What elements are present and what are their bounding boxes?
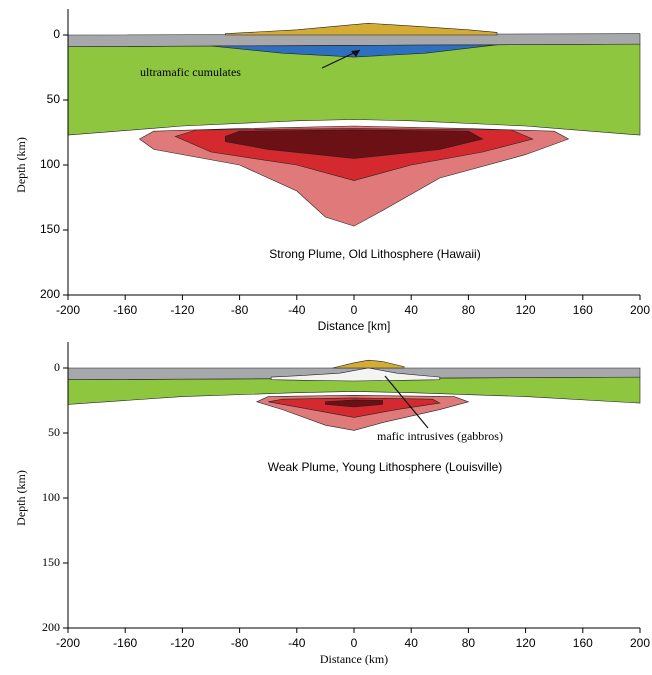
annotation: mafic intrusives (gabbros) [377,429,503,443]
x-tick-label: 120 [516,636,536,650]
layer [67,43,641,136]
x-tick-label: 80 [462,636,476,650]
layer [225,22,498,36]
y-tick-label: 50 [47,92,61,106]
layer [67,33,641,48]
x-tick-label: -120 [170,636,194,650]
panel-title: Weak Plume, Young Lithosphere (Louisvill… [268,460,503,474]
x-tick-label: -160 [113,303,137,317]
x-tick-label: 0 [351,636,358,650]
x-tick-label: 120 [516,303,536,317]
x-tick-label: 0 [351,303,358,317]
x-tick-label: 200 [630,303,650,317]
x-tick-label: -120 [170,303,194,317]
annotation-pointer [384,375,429,429]
y-tick-label: 200 [40,287,60,301]
x-tick-label: 40 [405,303,419,317]
layer [225,129,484,159]
y-tick-label: 150 [42,555,60,569]
layer [270,367,441,382]
x-tick-label: -80 [231,636,249,650]
x-axis-label: Distance [km] [318,319,391,333]
y-tick-label: 100 [40,157,60,171]
x-tick-label: -160 [113,636,137,650]
x-tick-label: -40 [288,303,306,317]
x-tick-label: 160 [573,303,593,317]
x-tick-label: -40 [288,636,306,650]
annotation: ultramafic cumulates [140,65,241,79]
layer [332,359,405,369]
x-tick-label: 80 [462,303,476,317]
x-tick-label: -200 [56,636,80,650]
arrow-head [351,50,360,57]
x-tick-label: -200 [56,303,80,317]
y-tick-label: 50 [48,425,60,439]
y-tick-label: 0 [54,360,60,374]
panel-title: Strong Plume, Old Lithosphere (Hawaii) [269,247,480,261]
y-tick-label: 0 [53,27,60,41]
layer [325,399,383,408]
x-tick-label: 200 [630,636,650,650]
y-tick-label: 200 [42,620,60,634]
x-axis-label: Distance (km) [320,652,388,666]
x-tick-label: 40 [405,636,419,650]
layer [268,397,441,418]
y-tick-label: 100 [42,490,60,504]
y-tick-label: 150 [40,222,60,236]
x-tick-label: 160 [573,636,593,650]
x-tick-label: -80 [231,303,249,317]
y-axis-label: Depth (km) [14,137,28,193]
y-axis-label: Depth (km) [14,470,28,526]
